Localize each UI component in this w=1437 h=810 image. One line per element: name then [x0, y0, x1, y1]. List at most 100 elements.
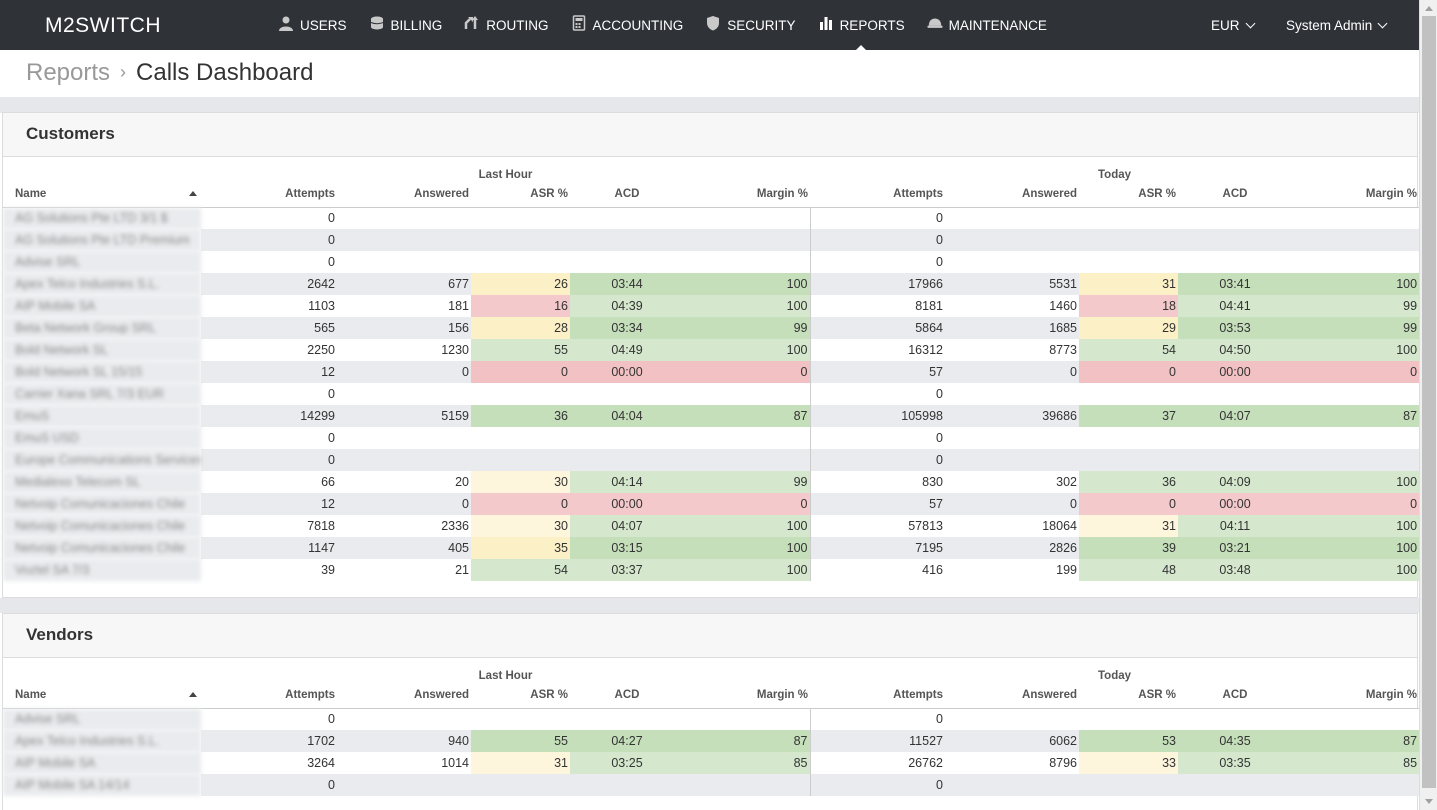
nav-routing-label: ROUTING: [486, 17, 549, 33]
column-attempts[interactable]: Attempts: [810, 181, 945, 208]
column-acd[interactable]: ACD: [570, 682, 686, 709]
cell-attempts: 2250: [201, 339, 337, 361]
table-row[interactable]: Netvoip Comunicaciones Chile 1147 405 35 03:…: [3, 537, 1420, 559]
nav-reports[interactable]: REPORTS: [810, 0, 913, 50]
column-margin[interactable]: Margin %: [686, 682, 810, 709]
cell-attempts: 0: [810, 207, 945, 229]
column-name[interactable]: Name: [3, 181, 201, 208]
column-attempts[interactable]: Attempts: [201, 181, 337, 208]
table-row[interactable]: Netvoip Comunicaciones Chile 12 0 0 00:00 0 57…: [3, 493, 1420, 515]
cell-acd: 03:44: [570, 273, 686, 295]
column-asr[interactable]: ASR %: [1079, 181, 1178, 208]
table-row[interactable]: AIP Mobile SA 1103 181 16 04:39 100 8181 1460 18…: [3, 295, 1420, 317]
table-row[interactable]: Apex Telco Industries S.L. 1702 940 55 04:27…: [3, 730, 1420, 752]
cell-attempts: 26762: [810, 752, 945, 774]
column-margin[interactable]: Margin %: [1294, 682, 1420, 709]
cell-asr: 0: [1079, 493, 1178, 515]
cell-acd: [1178, 383, 1294, 405]
table-row[interactable]: AG Solutions Pte LTD Premium 0 0: [3, 229, 1420, 251]
breadcrumb-parent[interactable]: Reports: [26, 59, 111, 86]
table-row[interactable]: EmuS USD 0 0: [3, 427, 1420, 449]
app-logo[interactable]: M2SWITCH: [45, 14, 161, 37]
cell-attempts: 105998: [810, 405, 945, 427]
page-scrollbar[interactable]: [1419, 0, 1437, 810]
cell-attempts: 17966: [810, 273, 945, 295]
table-row[interactable]: Apex Telco Industries S.L. 2642 677 26 03:44…: [3, 273, 1420, 295]
cell-attempts: 5864: [810, 317, 945, 339]
row-name: Europe Communications Services: [3, 449, 201, 471]
cell-asr: 37: [1079, 405, 1178, 427]
currency-label: EUR: [1211, 17, 1240, 33]
column-acd[interactable]: ACD: [1178, 181, 1294, 208]
column-name[interactable]: Name: [3, 682, 201, 709]
cell-asr: 39: [1079, 537, 1178, 559]
table-row[interactable]: Bold Network SL 2250 1230 55 04:49 100 16312 87…: [3, 339, 1420, 361]
table-row[interactable]: Voztel SA 7/3 39 21 54 03:37 100 416 199 48 03:48…: [3, 559, 1420, 581]
cell-attempts: 2642: [201, 273, 337, 295]
table-row[interactable]: AIP Mobile SA 3264 1014 31 03:25 85 26762 8796 3…: [3, 752, 1420, 774]
nav-security[interactable]: SECURITY: [697, 0, 803, 50]
column-answered[interactable]: Answered: [337, 682, 471, 709]
scrollbar-thumb[interactable]: [1422, 16, 1436, 788]
nav-maintenance[interactable]: MAINTENANCE: [919, 0, 1055, 50]
table-row[interactable]: AIP Mobile SA 14/14 0 0: [3, 774, 1420, 796]
cell-margin: [1294, 383, 1420, 405]
column-attempts[interactable]: Attempts: [201, 682, 337, 709]
column-attempts[interactable]: Attempts: [810, 682, 945, 709]
cell-acd: 04:27: [570, 730, 686, 752]
column-margin[interactable]: Margin %: [686, 181, 810, 208]
column-answered[interactable]: Answered: [945, 682, 1079, 709]
nav-billing-label: BILLING: [390, 17, 443, 33]
user-menu[interactable]: System Admin: [1286, 0, 1388, 50]
table-row[interactable]: Medialexo Telecom SL 66 20 30 04:14 99 830 302 3…: [3, 471, 1420, 493]
table-row[interactable]: Europe Communications Services 0 0: [3, 449, 1420, 471]
column-asr[interactable]: ASR %: [471, 181, 570, 208]
cell-attempts: 830: [810, 471, 945, 493]
user-name: System Admin: [1286, 17, 1373, 33]
cell-attempts: 0: [201, 383, 337, 405]
cell-margin: 100: [1294, 471, 1420, 493]
cell-acd: 04:07: [1178, 405, 1294, 427]
nav-accounting[interactable]: ACCOUNTING: [563, 0, 692, 50]
section-gap: [0, 97, 1419, 113]
cell-asr: 55: [471, 730, 570, 752]
column-asr[interactable]: ASR %: [471, 682, 570, 709]
table-row[interactable]: Advise SRL 0 0: [3, 251, 1420, 273]
cell-acd: [570, 207, 686, 229]
scroll-down-arrow-icon[interactable]: [1425, 799, 1433, 804]
currency-selector[interactable]: EUR: [1211, 0, 1255, 50]
cell-attempts: 57: [810, 493, 945, 515]
table-row[interactable]: Beta Network Group SRL 565 156 28 03:34 99 586…: [3, 317, 1420, 339]
table-row[interactable]: EmuS 14299 5159 36 04:04 87 105998 39686 37 04:07…: [3, 405, 1420, 427]
table-row[interactable]: Carrier Xana SRL 7/3 EUR 0 0: [3, 383, 1420, 405]
row-name: Netvoip Comunicaciones Chile: [3, 515, 201, 537]
row-name: AIP Mobile SA: [3, 752, 201, 774]
cell-asr: 33: [1079, 752, 1178, 774]
cell-acd: 00:00: [570, 361, 686, 383]
column-answered[interactable]: Answered: [337, 181, 471, 208]
cell-asr: 54: [1079, 339, 1178, 361]
cell-answered: 8773: [945, 339, 1079, 361]
cell-answered: [337, 708, 471, 730]
column-name-label: Name: [15, 688, 47, 701]
column-acd[interactable]: ACD: [570, 181, 686, 208]
cell-acd: 03:35: [1178, 752, 1294, 774]
cell-asr: 29: [1079, 317, 1178, 339]
nav-users[interactable]: USERS: [270, 0, 355, 50]
column-margin[interactable]: Margin %: [1294, 181, 1420, 208]
cell-acd: 04:14: [570, 471, 686, 493]
table-row[interactable]: Bold Network SL 15/15 12 0 0 00:00 0 57 0 0 00:00…: [3, 361, 1420, 383]
nav-routing[interactable]: ROUTING: [456, 0, 556, 50]
scroll-up-arrow-icon[interactable]: [1425, 6, 1433, 11]
table-row[interactable]: AG Solutions Pte LTD 3/1 $0 0: [3, 207, 1420, 229]
nav-billing[interactable]: BILLING: [361, 0, 451, 50]
column-asr[interactable]: ASR %: [1079, 682, 1178, 709]
cell-acd: 03:41: [1178, 273, 1294, 295]
column-answered[interactable]: Answered: [945, 181, 1079, 208]
cell-attempts: 1103: [201, 295, 337, 317]
column-acd[interactable]: ACD: [1178, 682, 1294, 709]
sort-asc-icon: [189, 692, 197, 697]
table-row[interactable]: Advise SRL 0 0: [3, 708, 1420, 730]
table-row[interactable]: Netvoip Comunicaciones Chile 7818 2336 30 04…: [3, 515, 1420, 537]
row-name: EmuS: [3, 405, 201, 427]
